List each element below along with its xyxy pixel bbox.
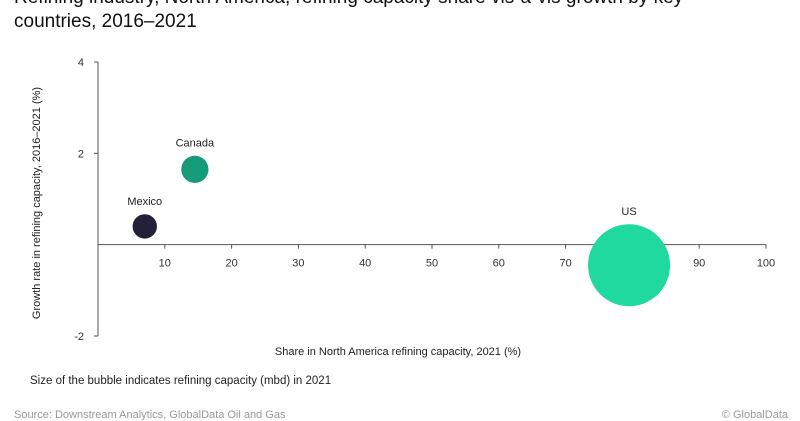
bubble-label-us: US: [621, 206, 636, 218]
copyright-note: © GlobalData: [721, 409, 788, 421]
bubble-size-note: Size of the bubble indicates refining ca…: [30, 375, 332, 387]
x-tick-label: 40: [359, 258, 371, 270]
chart-title-line-1: Refining industry, North America, refini…: [14, 0, 800, 10]
x-tick-label: 60: [493, 258, 505, 270]
y-tick-label: 4: [78, 57, 84, 69]
x-tick-label: 90: [693, 258, 705, 270]
chart-axes: 102030405060708090100-224: [74, 57, 775, 343]
x-tick-label: 30: [292, 258, 304, 270]
x-tick-label: 10: [159, 258, 171, 270]
x-tick-label: 100: [757, 258, 775, 270]
source-note: Source: Downstream Analytics, GlobalData…: [14, 409, 286, 421]
x-tick-label: 50: [426, 258, 438, 270]
x-axis-title: Share in North America refining capacity…: [275, 346, 521, 358]
bubble-mexico: [132, 214, 157, 239]
y-tick-label: -2: [74, 331, 84, 343]
x-tick-label: 70: [559, 258, 571, 270]
y-axis-title: Growth rate in refining capacity, 2016–2…: [31, 87, 43, 319]
bubble-label-canada: Canada: [176, 138, 215, 150]
bubble-label-mexico: Mexico: [127, 196, 162, 208]
bubble-canada: [181, 155, 209, 183]
chart-bubble-labels: Mexico Canada US: [127, 138, 636, 219]
chart-bubbles: [132, 155, 671, 307]
y-tick-label: 2: [78, 148, 84, 160]
chart-title-line-2: countries, 2016–2021: [14, 11, 197, 32]
bubble-us: [588, 224, 671, 307]
chart-title: Refining industry, North America, refini…: [14, 0, 800, 34]
x-tick-label: 20: [225, 258, 237, 270]
